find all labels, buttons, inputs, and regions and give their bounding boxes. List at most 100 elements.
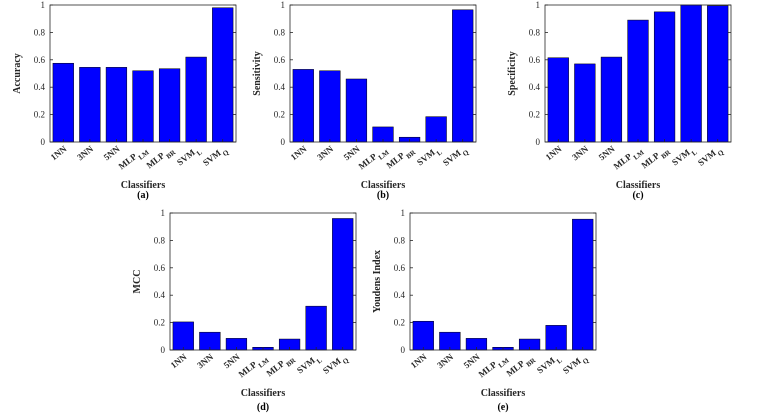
axes-frame-d (169, 212, 357, 351)
bar-b-0 (292, 69, 314, 143)
category-label-e-6: SVMQ (561, 351, 591, 379)
category-label-a-1: 3NN (75, 143, 95, 162)
category-subscript: L (435, 148, 444, 157)
y-tick-label-d-3: 0.6 (154, 263, 166, 273)
x-axis-title-e: Classifiers (481, 388, 526, 399)
category-label-b-3: MLPLM (357, 143, 391, 174)
category-label-e-0: 1NN (409, 351, 429, 370)
category-subscript: Q (341, 356, 351, 366)
bar-b-1 (319, 70, 341, 143)
category-label-b-2: 5NN (342, 143, 362, 162)
y-tick-label-b-1: 0.2 (274, 110, 285, 120)
y-tick-label-a-2: 0.4 (34, 82, 46, 92)
y-tick-label-c-4: 0.8 (529, 27, 541, 37)
category-label-c-6: SVMQ (696, 143, 726, 171)
x-axis-title-d: Classifiers (241, 388, 286, 399)
category-main: 5NN (342, 143, 362, 162)
bar-a-5 (185, 56, 207, 143)
y-tick-label-e-5: 1 (401, 208, 406, 218)
category-label-a-6: SVMQ (201, 143, 231, 171)
category-main: MLP (357, 151, 379, 171)
y-axis-title-e: Youdens Index (372, 250, 383, 313)
bar-a-6 (212, 7, 234, 143)
y-tick-label-e-4: 0.8 (394, 235, 406, 245)
y-tick-label-b-0: 0 (281, 137, 286, 147)
y-tick-label-d-4: 0.8 (154, 235, 166, 245)
x-axis-title-c: Classifiers (616, 180, 661, 191)
category-main: 1NN (409, 351, 429, 370)
y-tick-label-d-5: 1 (161, 208, 166, 218)
category-main: 1NN (544, 143, 564, 162)
category-label-e-3: MLPLM (477, 351, 511, 382)
category-main: MLP (477, 359, 499, 379)
bar-e-0 (412, 320, 434, 351)
category-label-a-4: MLPBR (144, 143, 178, 174)
y-axis-title-b: Sensitivity (252, 51, 263, 95)
y-axis-title-c: Specificity (507, 51, 518, 95)
panel-label-d: (d) (257, 402, 269, 413)
category-label-a-2: 5NN (102, 143, 122, 162)
y-tick-label-d-1: 0.2 (154, 318, 165, 328)
chart-panel-b: 1NN 3NN 5NNMLPLMMLPBRSVMLSVMQ00.20.40.60.8… (252, 0, 477, 201)
category-label-b-6: SVMQ (441, 143, 471, 171)
category-subscript: L (315, 356, 324, 365)
bar-c-6 (707, 5, 729, 143)
category-subscript: Q (581, 356, 591, 366)
panel-label-c: (c) (632, 190, 643, 201)
category-main: 3NN (570, 143, 590, 162)
category-subscript: L (690, 148, 699, 157)
category-main: 3NN (315, 143, 335, 162)
category-label-e-4: MLPBR (504, 351, 538, 382)
category-label-d-0: 1NN (169, 351, 189, 370)
category-label-a-3: MLPLM (117, 143, 151, 174)
category-label-e-2: 5NN (462, 351, 482, 370)
category-main: MLP (117, 151, 139, 171)
chart-panel-a: 1NN 3NN 5NNMLPLMMLPBRSVMLSVMQ00.20.40.60.8… (12, 0, 237, 201)
bar-e-6 (572, 218, 594, 351)
category-main: SVM (295, 355, 317, 376)
y-axis-title-a: Accuracy (12, 53, 23, 94)
category-label-d-1: 3NN (195, 351, 215, 370)
category-label-e-1: 3NN (435, 351, 455, 370)
bar-c-2 (600, 56, 623, 143)
y-tick-label-a-5: 1 (41, 0, 46, 10)
category-main: 1NN (289, 143, 309, 162)
y-tick-label-c-3: 0.6 (529, 55, 541, 65)
x-axis-title-b: Classifiers (361, 180, 406, 191)
y-tick-label-b-2: 0.4 (274, 82, 286, 92)
axes-frame-e (409, 212, 597, 351)
category-main: SVM (175, 147, 197, 168)
category-label-b-0: 1NN (289, 143, 309, 162)
category-label-c-5: SVML (670, 143, 699, 170)
y-tick-label-b-4: 0.8 (274, 27, 286, 37)
y-tick-label-d-2: 0.4 (154, 290, 166, 300)
category-main: 3NN (195, 351, 215, 370)
category-label-c-0: 1NN (544, 143, 564, 162)
category-subscript: L (195, 148, 204, 157)
bar-b-2 (345, 78, 368, 143)
category-label-d-2: 5NN (222, 351, 242, 370)
y-tick-label-a-4: 0.8 (34, 27, 46, 37)
category-label-c-2: 5NN (597, 143, 617, 162)
y-tick-label-b-3: 0.6 (274, 55, 286, 65)
bar-a-4 (158, 68, 181, 143)
y-tick-label-e-1: 0.2 (394, 318, 405, 328)
category-main: 3NN (75, 143, 95, 162)
y-tick-label-a-3: 0.6 (34, 55, 46, 65)
category-main: SVM (441, 147, 463, 168)
category-main: SVM (415, 147, 437, 168)
bar-e-5 (545, 325, 567, 351)
bar-a-3 (132, 70, 154, 143)
bar-d-5 (305, 305, 327, 351)
category-main: 1NN (169, 351, 189, 370)
category-main: MLP (237, 359, 259, 379)
bar-a-1 (79, 67, 101, 143)
bar-d-0 (172, 321, 194, 351)
category-label-b-5: SVML (415, 143, 444, 170)
y-tick-label-b-5: 1 (281, 0, 286, 10)
category-subscript: Q (461, 148, 471, 158)
y-tick-label-a-0: 0 (41, 137, 46, 147)
bar-a-0 (52, 62, 74, 143)
category-main: 5NN (597, 143, 617, 162)
category-label-d-6: SVMQ (321, 351, 351, 379)
